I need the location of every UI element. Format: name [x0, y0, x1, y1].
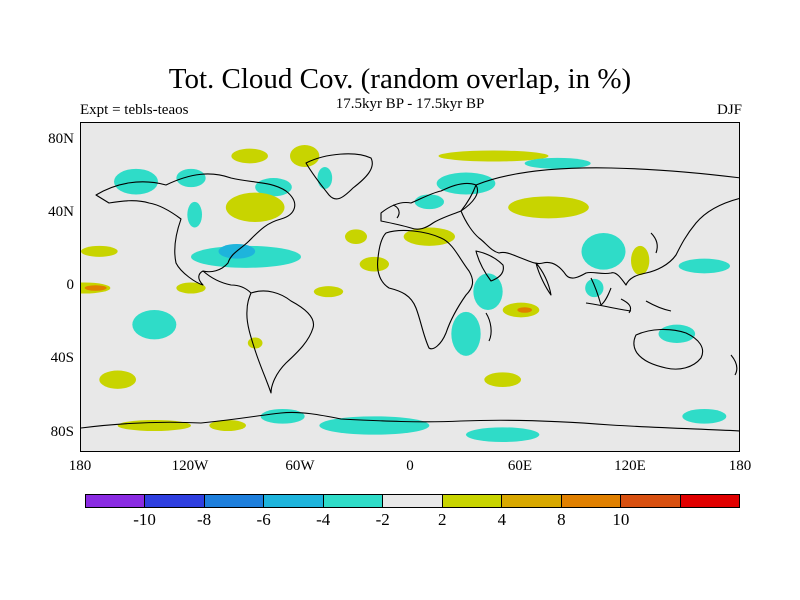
- anomaly-patch: [255, 178, 292, 197]
- anomaly-patch: [678, 258, 730, 274]
- coastline-madagascar: [485, 312, 492, 342]
- colorbar-cell: [383, 495, 443, 507]
- anomaly-patch: [176, 168, 206, 188]
- anomaly-patch: [99, 370, 136, 389]
- anomaly-patch: [231, 148, 268, 164]
- colorbar: [85, 494, 740, 508]
- anomaly-patch: [466, 427, 540, 442]
- colorbar-label: 10: [612, 510, 630, 529]
- anomaly-patch: [585, 278, 604, 298]
- colorbar-cell: [86, 495, 146, 507]
- season-label: DJF: [716, 102, 742, 118]
- anomaly-patch: [225, 192, 285, 222]
- lon-label-0: 0: [406, 458, 414, 474]
- coastline-south-america: [246, 290, 315, 394]
- anomaly-patch: [319, 416, 430, 435]
- anomaly-patch: [414, 194, 445, 210]
- lat-label-40n: 40N: [48, 204, 74, 220]
- anomaly-patch: [132, 310, 177, 340]
- lon-label-120w: 120W: [171, 458, 209, 474]
- anomaly-patch: [631, 245, 650, 276]
- anomaly-patch: [209, 420, 247, 431]
- coastline-europe: [380, 182, 479, 230]
- coastline-uk: [392, 204, 400, 219]
- colorbar-label: -6: [256, 510, 271, 529]
- anomaly-patch: [317, 167, 333, 189]
- anomaly-patch: [484, 372, 521, 387]
- anomaly-patch: [290, 145, 320, 167]
- colorbar-label: 8: [557, 510, 566, 529]
- anomaly-layer: [81, 145, 730, 442]
- coastline-greenland: [305, 153, 373, 200]
- colorbar-label: -10: [133, 510, 156, 529]
- anomaly-patch: [658, 324, 696, 343]
- anomaly-patch: [508, 196, 589, 219]
- colorbar-cell: [442, 495, 503, 507]
- map-plot-area: [80, 122, 740, 452]
- colorbar-label: 2: [438, 510, 447, 529]
- map-canvas: [81, 145, 739, 442]
- colorbar-cell: [323, 495, 384, 507]
- colorbar-label: -2: [375, 510, 390, 529]
- anomaly-patch: [345, 229, 367, 244]
- coastline-antarctica: [81, 411, 739, 432]
- anomaly-patch: [260, 409, 305, 424]
- lon-label-60w: 60W: [285, 458, 315, 474]
- anomaly-patch: [473, 273, 503, 310]
- coastline-arabia: [475, 250, 504, 282]
- coastline-africa: [377, 229, 474, 350]
- anomaly-patch: [84, 285, 107, 291]
- lon-label-180e: 180: [728, 458, 752, 474]
- colorbar-cell: [621, 495, 681, 507]
- anomaly-patch: [359, 256, 390, 272]
- lat-label-80s: 80S: [50, 424, 74, 440]
- chart-title: Tot. Cloud Cov. (random overlap, in %): [168, 63, 632, 95]
- colorbar-cell: [561, 495, 622, 507]
- coastline-asia: [460, 167, 739, 286]
- anomaly-patch: [313, 286, 344, 298]
- coastline-india: [535, 262, 552, 296]
- anomaly-patch: [682, 409, 727, 424]
- anomaly-patch: [187, 201, 202, 228]
- coastlines: [81, 153, 739, 432]
- anomaly-patch: [247, 337, 263, 349]
- lon-label-60e: 60E: [507, 458, 533, 474]
- colorbar-cell: [145, 495, 205, 507]
- coastline-central-america: [202, 270, 252, 294]
- colorbar-label: -8: [196, 510, 212, 529]
- anomaly-patch: [438, 150, 549, 162]
- anomaly-patch: [524, 157, 591, 169]
- coastline-new-zealand: [730, 354, 738, 376]
- colorbar-cell: [264, 495, 324, 507]
- lat-label-80n: 80N: [48, 131, 74, 147]
- period-label: 17.5kyr BP - 17.5kyr BP: [335, 96, 485, 112]
- anomaly-patch: [176, 282, 206, 294]
- anomaly-patch: [81, 245, 118, 257]
- anomaly-patch: [451, 311, 481, 356]
- anomaly-patch: [517, 307, 532, 313]
- lat-label-equator: 0: [66, 277, 75, 293]
- anomaly-patch: [581, 233, 626, 270]
- lon-label-180w: 180: [68, 458, 92, 474]
- coastline-australia: [633, 328, 704, 370]
- colorbar-label: 4: [497, 510, 507, 529]
- colorbar-label: -4: [316, 510, 331, 529]
- coastline-indonesia: [585, 298, 672, 314]
- colorbar-cell: [204, 495, 265, 507]
- experiment-label: Expt = tebls-teaos: [80, 102, 189, 118]
- coastline-japan: [650, 232, 658, 254]
- lat-label-40s: 40S: [50, 350, 74, 366]
- anomaly-patch: [117, 420, 191, 431]
- coastline-north-america: [95, 173, 296, 286]
- colorbar-cell: [502, 495, 562, 507]
- colorbar-cell: [680, 495, 739, 507]
- lon-label-120e: 120E: [614, 458, 646, 474]
- anomaly-patch: [403, 227, 456, 246]
